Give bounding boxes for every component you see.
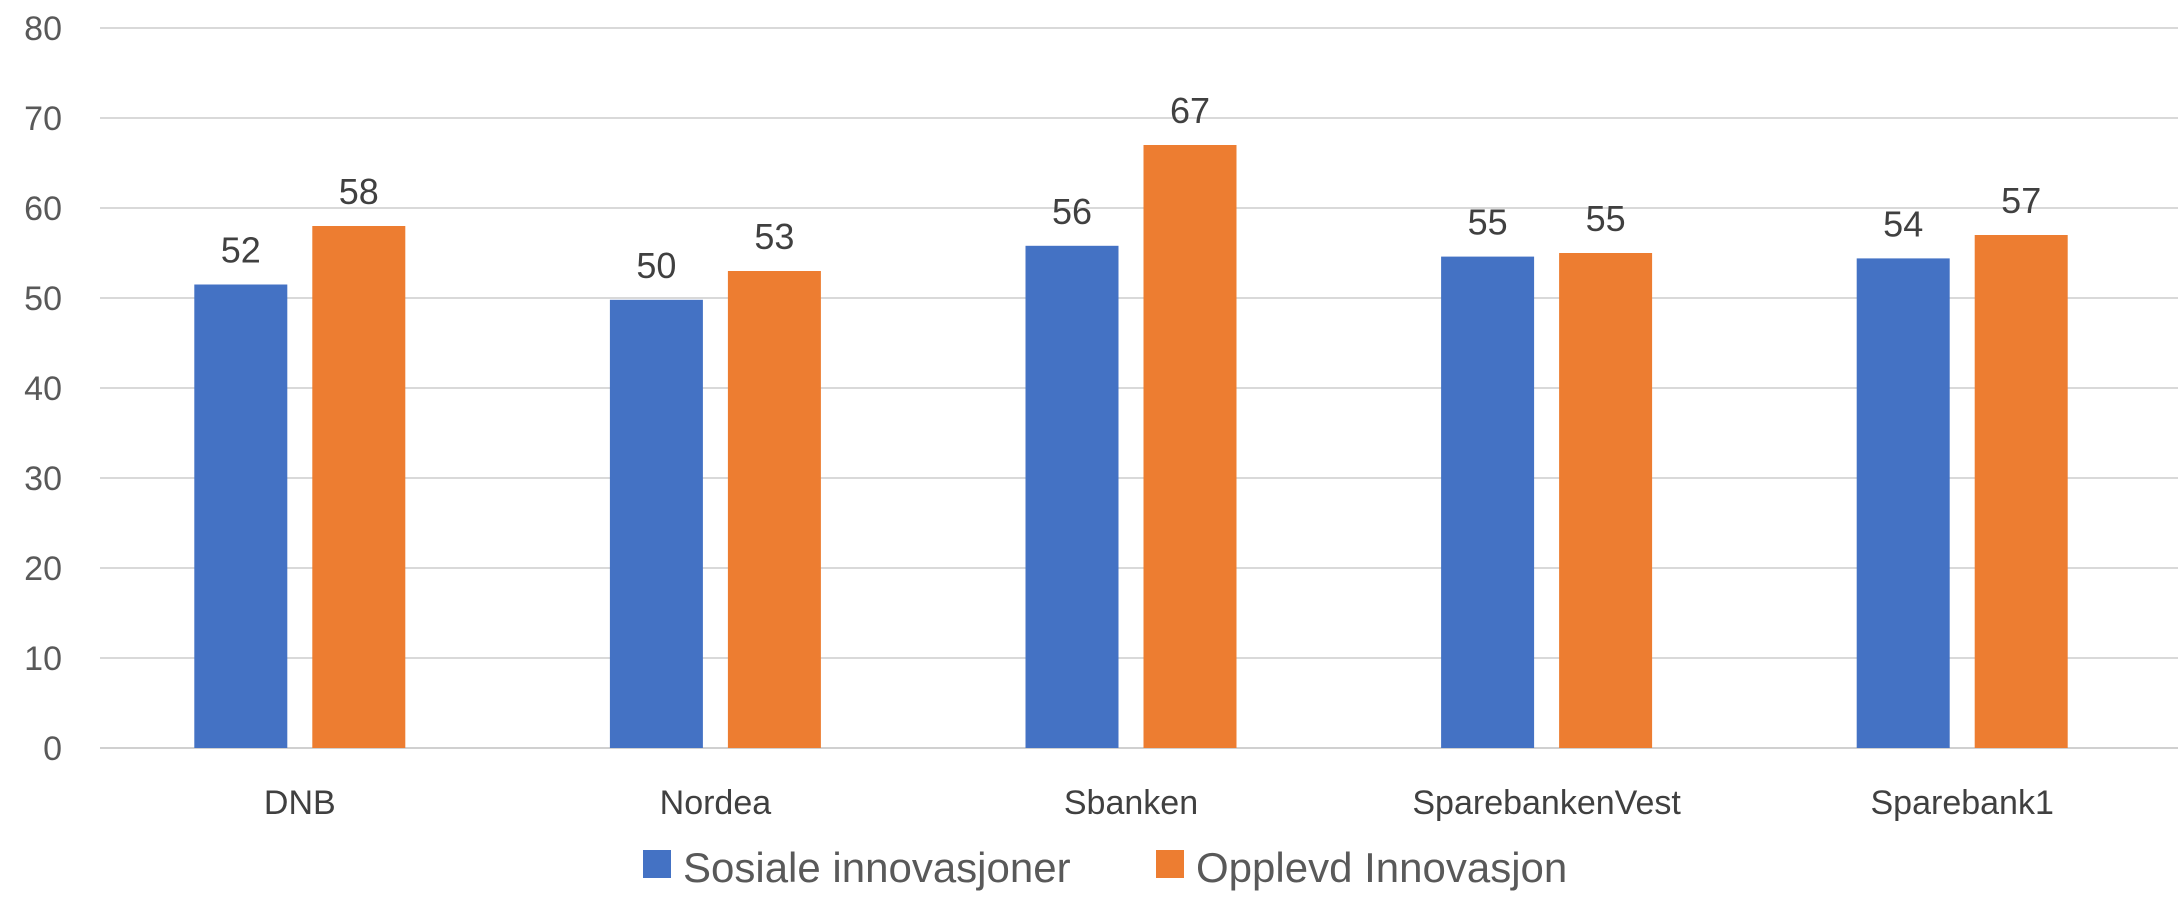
data-label: 58 xyxy=(339,171,379,212)
y-tick-label: 40 xyxy=(24,370,62,408)
legend: Sosiale innovasjoner Opplevd Innovasjon xyxy=(643,844,1567,891)
y-tick-label: 20 xyxy=(24,550,62,588)
bar-sparebank1-series-2 xyxy=(1974,235,2068,748)
legend-swatch xyxy=(643,850,671,878)
data-label: 50 xyxy=(636,245,676,286)
bars xyxy=(194,145,2068,749)
data-label: 56 xyxy=(1052,191,1092,232)
data-label: 67 xyxy=(1170,90,1210,131)
y-tick-label: 50 xyxy=(24,280,62,318)
x-category-label: SparebankenVest xyxy=(1412,784,1681,822)
y-tick-label: 70 xyxy=(24,100,62,138)
legend-label: Opplevd Innovasjon xyxy=(1196,844,1567,891)
y-tick-label: 30 xyxy=(24,460,62,498)
data-label: 55 xyxy=(1586,198,1626,239)
data-label: 52 xyxy=(221,230,261,271)
y-tick-label: 10 xyxy=(24,640,62,678)
y-axis-ticks: 0 10 20 30 40 50 60 70 80 xyxy=(24,10,62,768)
y-tick-label: 60 xyxy=(24,190,62,228)
bar-sbanken-series-2 xyxy=(1143,145,1237,748)
bar-sbanken-series-1 xyxy=(1025,245,1119,749)
gridlines xyxy=(100,27,2178,749)
bar-sparebankenvest-series-1 xyxy=(1441,256,1535,748)
bar-sparebankenvest-series-2 xyxy=(1559,253,1653,748)
data-label: 54 xyxy=(1883,203,1923,244)
x-category-label: Sparebank1 xyxy=(1871,784,2054,822)
data-label: 53 xyxy=(754,216,794,257)
bar-nordea-series-1 xyxy=(609,299,703,748)
data-label: 57 xyxy=(2001,180,2041,221)
bar-sparebank1-series-1 xyxy=(1856,258,1950,748)
bar-nordea-series-2 xyxy=(727,271,821,748)
y-tick-label: 80 xyxy=(24,10,62,48)
x-category-label: Sbanken xyxy=(1064,784,1198,822)
x-category-label: Nordea xyxy=(660,784,772,822)
x-axis-labels: DNB Nordea Sbanken SparebankenVest Sparebank… xyxy=(264,784,2054,822)
data-labels: 52 58 50 53 56 67 55 55 54 57 xyxy=(221,90,2041,286)
x-category-label: DNB xyxy=(264,784,336,822)
legend-swatch xyxy=(1156,850,1184,878)
data-label: 55 xyxy=(1468,202,1508,243)
y-tick-label: 0 xyxy=(43,730,62,768)
bar-dnb-series-1 xyxy=(194,284,288,748)
legend-label: Sosiale innovasjoner xyxy=(683,844,1071,891)
bar-dnb-series-2 xyxy=(312,226,406,748)
